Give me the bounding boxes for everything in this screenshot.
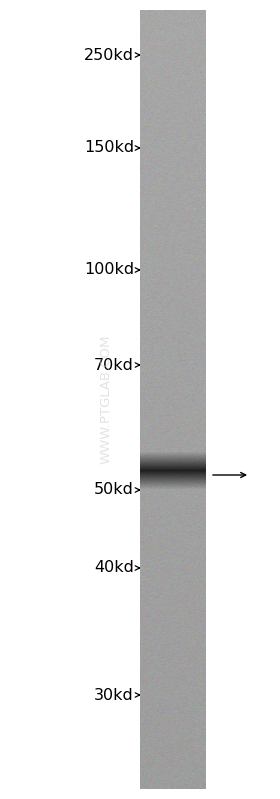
Text: 250kd: 250kd <box>84 47 134 62</box>
Text: 30kd: 30kd <box>94 687 134 702</box>
Text: WWW.PTGLAB.COM: WWW.PTGLAB.COM <box>100 335 113 464</box>
Text: 150kd: 150kd <box>84 141 134 156</box>
Text: 70kd: 70kd <box>94 357 134 372</box>
Text: 40kd: 40kd <box>94 561 134 575</box>
Text: 50kd: 50kd <box>94 483 134 498</box>
Text: 100kd: 100kd <box>84 263 134 277</box>
